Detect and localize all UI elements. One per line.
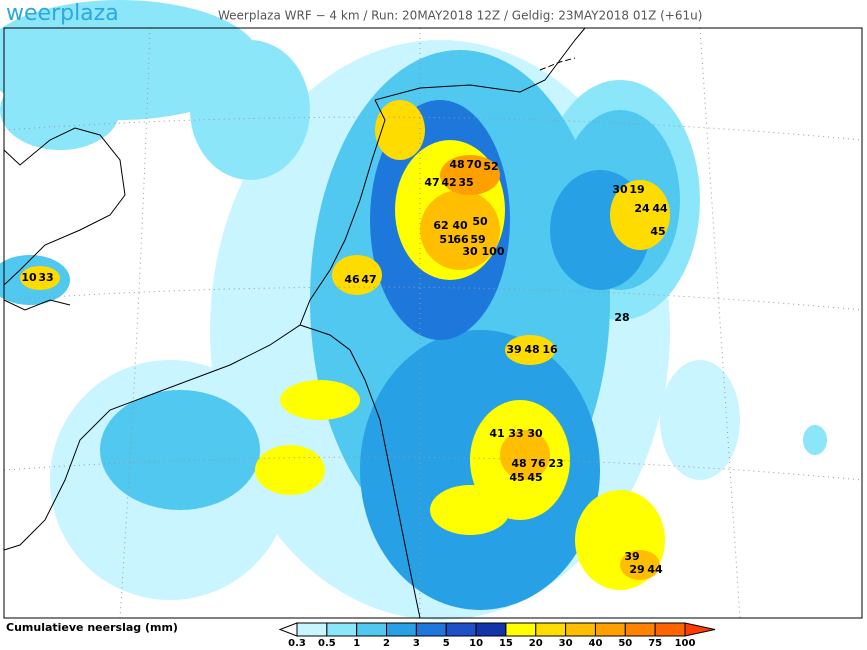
- map-label: 30: [462, 245, 478, 258]
- map-label: 70: [466, 158, 482, 171]
- map-label: 76: [530, 457, 546, 470]
- map-label: 10: [21, 271, 37, 284]
- colorbar-segment: [505, 622, 537, 637]
- colorbar-segment: [386, 622, 417, 637]
- colorbar-segment: [445, 622, 477, 637]
- colorbar-tick-label: 1: [353, 638, 360, 649]
- precip-area: [190, 40, 310, 180]
- precip-area: [803, 425, 827, 455]
- map-label: 50: [472, 215, 488, 228]
- map-label: 45: [509, 471, 524, 484]
- coastlines: [3, 27, 586, 619]
- colorbar-segment: [565, 622, 596, 637]
- map-label: 19: [629, 183, 644, 196]
- colorbar-segment: [654, 622, 686, 637]
- precip-area: [332, 255, 382, 295]
- precip-area: [420, 190, 500, 270]
- colorbar-tick-label: 0.5: [318, 638, 336, 649]
- header-text: Weerplaza WRF − 4 km / Run: 20MAY2018 12…: [218, 9, 702, 23]
- colorbar-segment: [624, 622, 656, 637]
- precip-area: [660, 360, 740, 480]
- map-label: 28: [614, 311, 629, 324]
- colorbar-tick-label: 5: [443, 638, 450, 649]
- precip-area: [20, 266, 60, 290]
- precip-area: [100, 390, 260, 510]
- colorbar-tick-label: 0.3: [288, 638, 306, 649]
- colorbar-tick-label: 50: [618, 638, 632, 649]
- precipitation-field: [0, 0, 827, 620]
- legend-title: Cumulatieve neerslag (mm): [6, 621, 178, 634]
- map-label: 44: [652, 202, 668, 215]
- map-label: 39: [506, 343, 521, 356]
- colorbar-end: [684, 622, 716, 637]
- colorbar-segment: [326, 622, 358, 637]
- colorbar-segment: [415, 622, 447, 637]
- map-label: 59: [470, 233, 485, 246]
- map-label: 41: [489, 427, 504, 440]
- map-label: 33: [508, 427, 523, 440]
- precip-area: [0, 70, 120, 150]
- precip-area: [280, 380, 360, 420]
- map-label: 33: [38, 271, 53, 284]
- colorbar-segment: [296, 622, 328, 637]
- map-label: 45: [650, 225, 665, 238]
- colorbar-tick-label: 75: [648, 638, 662, 649]
- map-label: 46: [344, 273, 360, 286]
- map-label: 30: [612, 183, 628, 196]
- map-label: 30: [527, 427, 543, 440]
- map-label: 40: [452, 219, 468, 232]
- precip-area: [255, 445, 325, 495]
- map-label: 24: [634, 202, 650, 215]
- map-label: 52: [483, 160, 498, 173]
- map-label: 45: [527, 471, 542, 484]
- map-label: 39: [624, 550, 639, 563]
- colorbar-tick-label: 30: [559, 638, 573, 649]
- map-frame: [3, 27, 863, 619]
- colorbar-tick-label: 40: [589, 638, 603, 649]
- precip-area: [610, 180, 670, 250]
- map-label: 100: [482, 245, 505, 258]
- map-label: 48: [524, 343, 539, 356]
- colorbar-tick-label: 20: [529, 638, 543, 649]
- colorbar-end: [278, 622, 298, 637]
- colorbar-segment: [594, 622, 626, 637]
- map-label: 51: [439, 233, 454, 246]
- map-label: 35: [458, 176, 473, 189]
- precip-area: [375, 100, 425, 160]
- colorbar-tick-label: 10: [469, 638, 483, 649]
- colorbar-segment: [475, 622, 507, 637]
- map-label: 48: [449, 158, 464, 171]
- logo: weerplaza: [6, 1, 119, 26]
- map-label: 47: [424, 176, 439, 189]
- map-label: 62: [433, 219, 448, 232]
- colorbar-tick-label: 3: [413, 638, 420, 649]
- graticule: [3, 27, 863, 619]
- map-label: 47: [361, 273, 376, 286]
- colorbar: 0.3 0.5 1 2 3 5 10 15 20 30 40 50 75 100: [278, 622, 716, 649]
- map-label: 16: [542, 343, 558, 356]
- colorbar-tick-label: 100: [675, 638, 696, 649]
- map-label: 48: [511, 457, 526, 470]
- map-label: 44: [647, 563, 663, 576]
- precip-area: [440, 155, 500, 195]
- precip-area: [505, 335, 555, 365]
- precip-area: [620, 550, 660, 580]
- colorbar-segment: [535, 622, 567, 637]
- map-label: 42: [441, 176, 456, 189]
- precip-area: [430, 485, 510, 535]
- map-label: 29: [629, 563, 644, 576]
- map-label: 23: [548, 457, 563, 470]
- colorbar-tick-label: 2: [383, 638, 390, 649]
- map-label: 66: [453, 233, 469, 246]
- precip-area: [500, 430, 550, 480]
- colorbar-segment: [356, 622, 388, 637]
- colorbar-tick-label: 15: [499, 638, 513, 649]
